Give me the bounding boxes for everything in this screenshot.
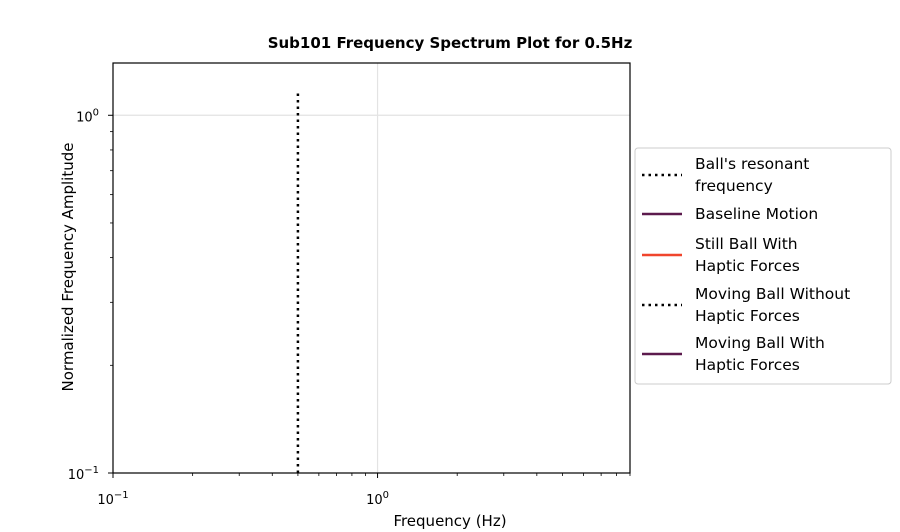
x-tick-label: 100 xyxy=(366,490,389,508)
x-axis-label: Frequency (Hz) xyxy=(393,512,506,530)
legend-label-0: Ball's resonant frequency xyxy=(695,155,809,195)
legend-label-2: Still Ball With Haptic Forces xyxy=(695,235,800,275)
legend-label-4: Moving Ball With Haptic Forces xyxy=(695,334,825,374)
legend-label-3: Moving Ball Without Haptic Forces xyxy=(695,285,850,325)
chart-title: Sub101 Frequency Spectrum Plot for 0.5Hz xyxy=(268,34,633,52)
legend-label-1: Baseline Motion xyxy=(695,205,818,223)
y-axis-label: Normalized Frequency Amplitude xyxy=(59,143,77,392)
axis-ticks: 10−1 100 10−1 100 xyxy=(68,107,631,508)
y-tick-label: 10−1 xyxy=(68,465,99,483)
legend: Ball's resonant frequency Baseline Motion S… xyxy=(634,147,892,385)
y-tick-label: 100 xyxy=(76,107,99,125)
grid-lines xyxy=(113,63,630,473)
x-tick-label: 10−1 xyxy=(97,490,128,508)
legend-box xyxy=(634,147,892,385)
plot-area-frame xyxy=(112,62,631,474)
